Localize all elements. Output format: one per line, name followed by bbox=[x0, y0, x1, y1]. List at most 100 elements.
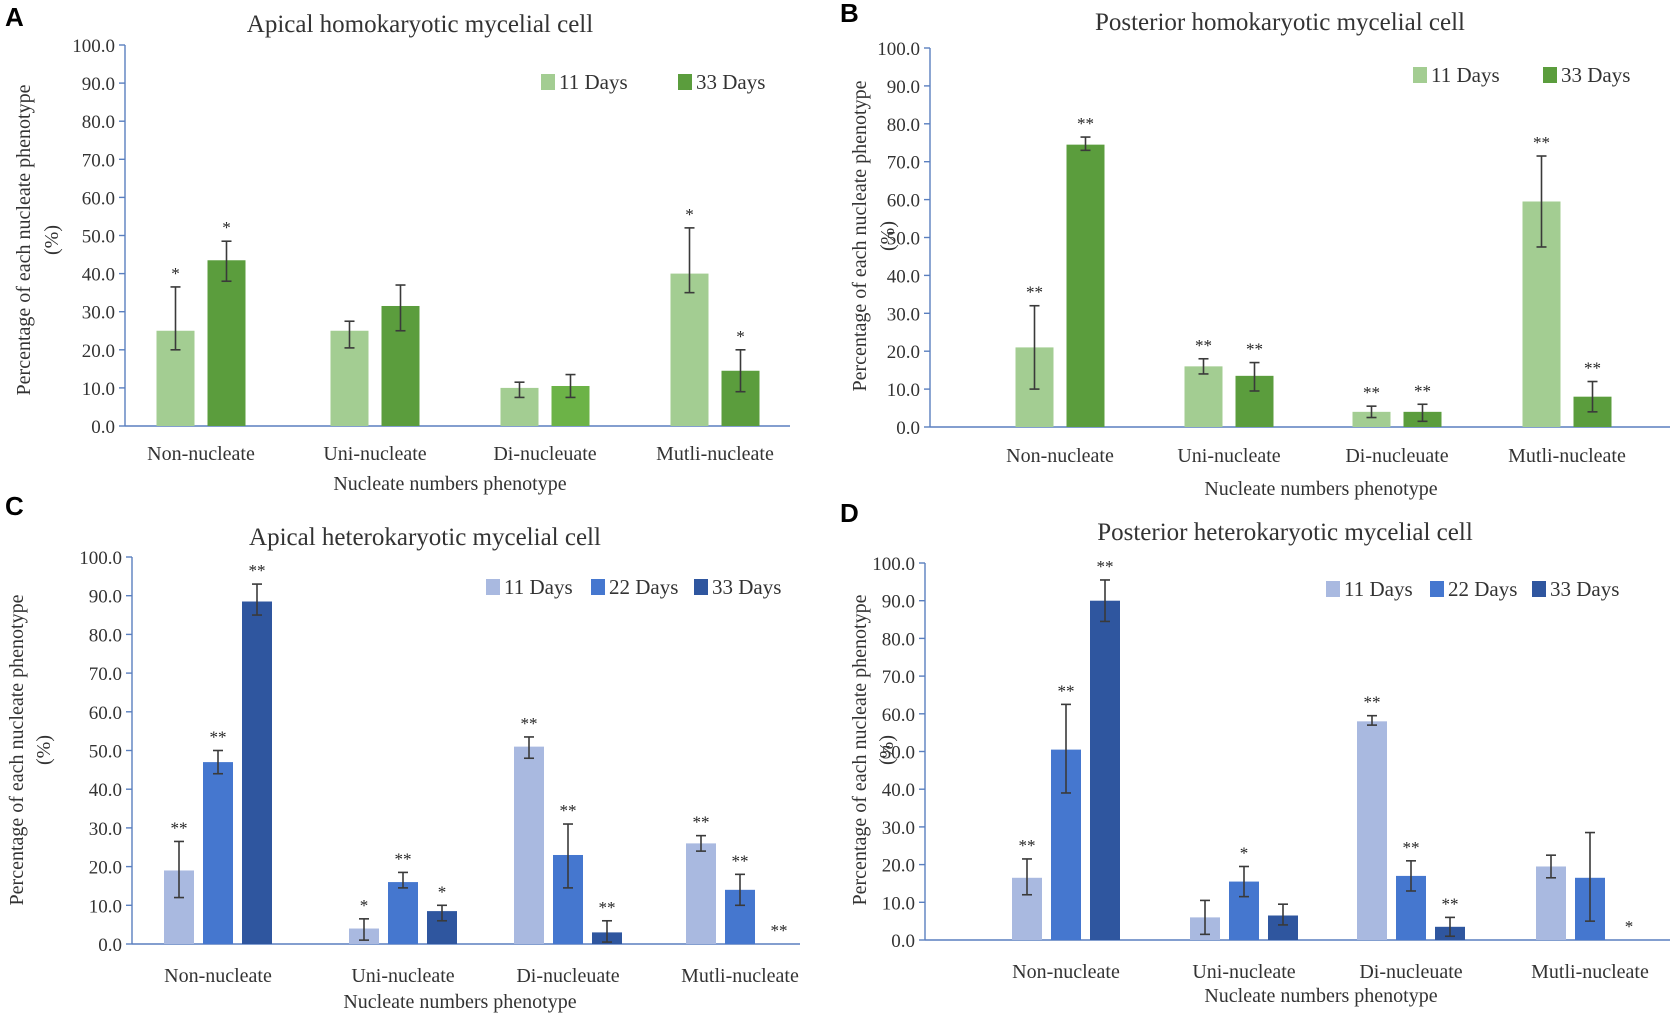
significance-label: ** bbox=[1533, 133, 1550, 152]
legend-label: 11 Days bbox=[504, 575, 573, 599]
x-category-label: Uni-nucleate bbox=[351, 965, 454, 987]
x-category-label: Mutli-nucleate bbox=[681, 965, 799, 987]
y-tick-label: 0.0 bbox=[91, 417, 115, 438]
legend-label: 33 Days bbox=[696, 70, 765, 94]
y-tick-label: 80.0 bbox=[89, 625, 122, 646]
significance-label: * bbox=[685, 205, 694, 224]
y-tick-label: 0.0 bbox=[98, 935, 122, 956]
y-tick-label: 40.0 bbox=[82, 265, 115, 286]
error-bar-11-days-uni-nucleate bbox=[1198, 357, 1209, 375]
bar-33-days-non-nucleate bbox=[1066, 144, 1105, 427]
y-tick-label: 10.0 bbox=[887, 380, 920, 401]
y-tick-label: 20.0 bbox=[89, 858, 122, 879]
legend-label: 11 Days bbox=[1431, 63, 1500, 87]
y-tick-label: 90.0 bbox=[82, 74, 115, 95]
significance-label: * bbox=[1240, 843, 1249, 862]
error-bar-33-days-di-nucleuate bbox=[602, 919, 612, 943]
significance-label: ** bbox=[1097, 557, 1114, 576]
y-tick-label: 40.0 bbox=[89, 780, 122, 801]
error-bar-11-days-di-nucleuate bbox=[1367, 714, 1377, 726]
x-category-label: Di-nucleuate bbox=[1345, 445, 1448, 467]
y-tick-label: 30.0 bbox=[82, 303, 115, 324]
y-tick-label: 10.0 bbox=[882, 893, 915, 914]
error-bar-11-days-uni-nucleate bbox=[359, 918, 369, 941]
significance-label: ** bbox=[1019, 836, 1036, 855]
panel-letter: C bbox=[5, 491, 24, 521]
y-tick-label: 20.0 bbox=[882, 856, 915, 877]
legend-label: 33 Days bbox=[1561, 63, 1630, 87]
chart-title: Apical heterokaryotic mycelial cell bbox=[249, 524, 601, 551]
y-tick-label: 100.0 bbox=[72, 36, 115, 57]
x-category-label: Mutli-nucleate bbox=[1531, 961, 1649, 983]
x-axis-label: Nucleate numbers phenotype bbox=[343, 991, 576, 1013]
significance-label: ** bbox=[1414, 381, 1431, 400]
error-bar-22-days-mutli-nucleate bbox=[1585, 831, 1595, 922]
significance-label: ** bbox=[249, 561, 266, 580]
error-bar-11-days-di-nucleuate bbox=[524, 736, 534, 760]
y-axis-label-unit: (%) bbox=[33, 735, 55, 765]
x-axis-label: Nucleate numbers phenotype bbox=[1204, 985, 1437, 1007]
legend-swatch bbox=[1326, 581, 1340, 597]
panel-letter: A bbox=[5, 2, 24, 32]
y-tick-label: 60.0 bbox=[89, 703, 122, 724]
error-bar-11-days-uni-nucleate bbox=[344, 320, 355, 349]
error-bar-33-days-di-nucleuate bbox=[565, 373, 576, 399]
significance-label: * bbox=[171, 264, 180, 283]
legend-swatch bbox=[1430, 581, 1444, 597]
bar-33-days-non-nucleate bbox=[242, 601, 272, 944]
bar-11-days-mutli-nucleate bbox=[670, 273, 709, 426]
significance-label: ** bbox=[560, 801, 577, 820]
error-bar-11-days-di-nucleuate bbox=[514, 381, 525, 399]
error-bar-22-days-non-nucleate bbox=[213, 749, 223, 775]
significance-label: ** bbox=[1364, 693, 1381, 712]
bar-33-days-non-nucleate bbox=[1090, 600, 1120, 940]
x-category-label: Uni-nucleate bbox=[1177, 445, 1280, 467]
error-bar-22-days-mutli-nucleate bbox=[735, 873, 745, 907]
bar-11-days-mutli-nucleate bbox=[686, 843, 716, 944]
significance-label: ** bbox=[1363, 383, 1380, 402]
error-bar-11-days-di-nucleuate bbox=[1366, 405, 1377, 419]
significance-label: ** bbox=[771, 921, 788, 940]
error-bar-33-days-di-nucleuate bbox=[1417, 403, 1428, 423]
bar-11-days-uni-nucleate bbox=[1184, 366, 1223, 427]
significance-label: ** bbox=[210, 728, 227, 747]
error-bar-22-days-non-nucleate bbox=[1061, 703, 1071, 794]
significance-label: ** bbox=[732, 851, 749, 870]
y-tick-label: 70.0 bbox=[887, 153, 920, 174]
x-category-label: Di-nucleuate bbox=[516, 965, 619, 987]
error-bar-22-days-uni-nucleate bbox=[398, 871, 408, 889]
y-tick-label: 90.0 bbox=[882, 592, 915, 613]
y-tick-label: 90.0 bbox=[89, 587, 122, 608]
bar-11-days-di-nucleuate bbox=[514, 746, 544, 944]
error-bar-11-days-mutli-nucleate bbox=[1546, 854, 1556, 879]
y-axis-label-unit: (%) bbox=[876, 735, 898, 765]
bar-11-days-di-nucleuate bbox=[1352, 411, 1391, 427]
x-category-label: Uni-nucleate bbox=[323, 443, 426, 465]
significance-label: ** bbox=[1026, 283, 1043, 302]
error-bar-33-days-non-nucleate bbox=[1100, 579, 1110, 623]
panel-c: C Apical heterokaryotic mycelial cell 0.0 1… bbox=[5, 491, 800, 1013]
error-bar-33-days-mutli-nucleate bbox=[1587, 380, 1598, 413]
bar-22-days-non-nucleate bbox=[203, 762, 233, 944]
error-bar-11-days-non-nucleate bbox=[1022, 858, 1032, 896]
legend-swatch bbox=[486, 579, 500, 595]
y-tick-label: 40.0 bbox=[882, 780, 915, 801]
y-tick-label: 30.0 bbox=[89, 819, 122, 840]
y-axis-label-unit: (%) bbox=[41, 225, 63, 255]
significance-label: * bbox=[222, 218, 231, 237]
y-tick-label: 20.0 bbox=[887, 342, 920, 363]
significance-label: ** bbox=[1403, 838, 1420, 857]
significance-label: ** bbox=[1584, 359, 1601, 378]
legend-swatch bbox=[678, 74, 692, 90]
legend-label: 22 Days bbox=[1448, 577, 1517, 601]
y-tick-label: 80.0 bbox=[887, 115, 920, 136]
y-tick-label: 0.0 bbox=[891, 931, 915, 952]
x-category-label: Non-nucleate bbox=[1006, 445, 1114, 467]
significance-label: ** bbox=[1077, 114, 1094, 133]
panel-d: D Posterior heterokaryotic mycelial cell 0… bbox=[840, 498, 1670, 1007]
x-category-label: Non-nucleate bbox=[164, 965, 272, 987]
error-bar-33-days-non-nucleate bbox=[1080, 136, 1091, 152]
significance-label: ** bbox=[521, 714, 538, 733]
error-bar-11-days-mutli-nucleate bbox=[684, 227, 695, 294]
significance-label: * bbox=[1625, 917, 1634, 936]
